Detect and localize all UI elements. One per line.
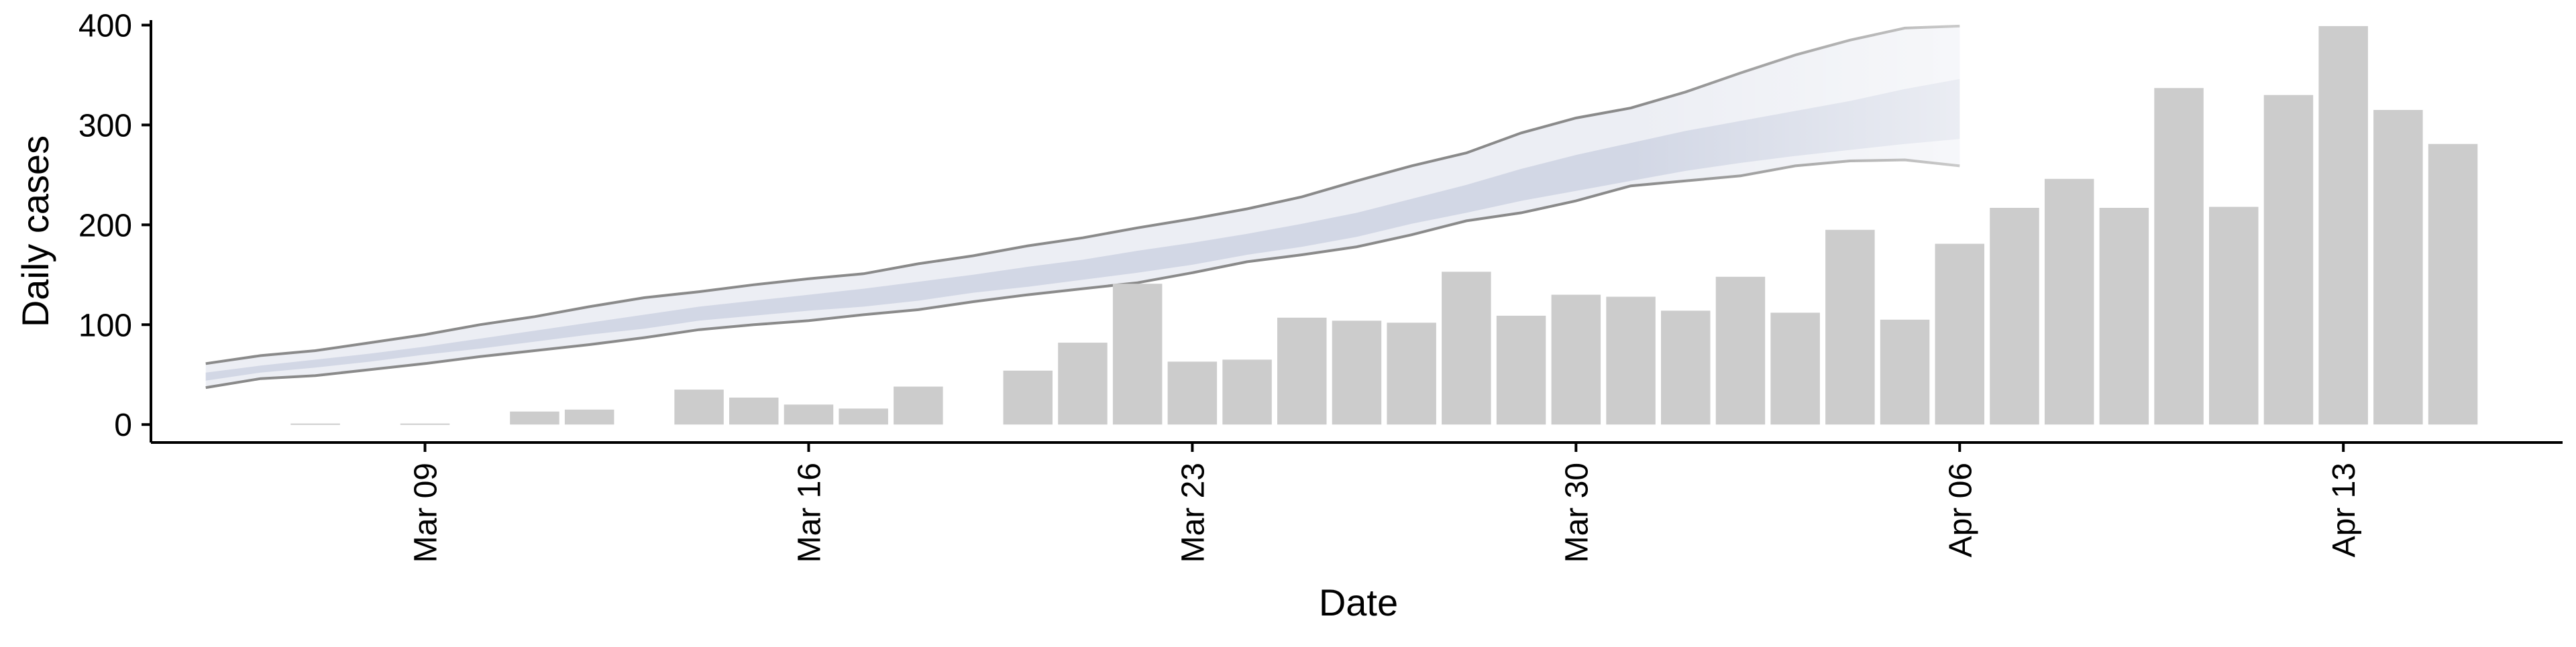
bar xyxy=(729,398,779,425)
bar xyxy=(510,411,559,425)
x-axis-title: Date xyxy=(1319,581,1398,624)
bar-layer xyxy=(290,25,2478,425)
bar xyxy=(2209,207,2259,425)
x-tick-label: Mar 09 xyxy=(409,463,444,563)
bar xyxy=(2428,143,2478,425)
bar xyxy=(1825,229,1875,425)
y-tick-label: 400 xyxy=(78,8,132,44)
x-tick-label: Mar 23 xyxy=(1175,463,1211,563)
bar xyxy=(1058,343,1108,425)
bar xyxy=(2154,88,2204,425)
bar xyxy=(674,390,724,425)
bar xyxy=(1551,294,1601,425)
bar xyxy=(1167,361,1218,425)
bar xyxy=(2099,208,2149,425)
bar xyxy=(1496,315,1546,425)
bar xyxy=(1880,319,1930,425)
x-tick-label: Mar 16 xyxy=(792,463,827,563)
bar xyxy=(564,409,614,425)
bar xyxy=(2318,25,2368,425)
bar xyxy=(839,408,888,425)
bar xyxy=(2044,178,2094,425)
x-tick-label: Apr 13 xyxy=(2326,463,2362,557)
y-axis-title: Daily cases xyxy=(14,135,56,327)
bar xyxy=(1442,272,1491,425)
bar xyxy=(1222,359,1272,425)
bar xyxy=(1003,370,1053,425)
x-tick-label: Mar 30 xyxy=(1559,463,1595,563)
bar xyxy=(400,423,450,425)
bar xyxy=(894,386,943,425)
bar xyxy=(784,404,834,425)
bar xyxy=(1770,312,1820,425)
bar xyxy=(1387,322,1436,425)
y-tick-label: 0 xyxy=(114,408,132,443)
axes-layer: 0 100 200 300 400 Mar 09 Mar 16 Mar 23 Mar 30 Apr… xyxy=(78,8,2563,563)
bar xyxy=(1332,320,1382,425)
bar xyxy=(2263,95,2314,425)
bar xyxy=(1990,208,2039,425)
bar xyxy=(2373,110,2423,425)
x-tick-label: Apr 06 xyxy=(1943,463,1978,557)
bar xyxy=(290,423,340,425)
bar xyxy=(1277,317,1327,425)
bar xyxy=(1606,296,1656,425)
y-tick-label: 300 xyxy=(78,108,132,143)
y-tick-label: 200 xyxy=(78,208,132,243)
bar xyxy=(1661,310,1711,425)
bar xyxy=(1112,284,1163,425)
bar xyxy=(1715,276,1766,425)
y-tick-label: 100 xyxy=(78,308,132,343)
bar xyxy=(1935,243,1984,425)
